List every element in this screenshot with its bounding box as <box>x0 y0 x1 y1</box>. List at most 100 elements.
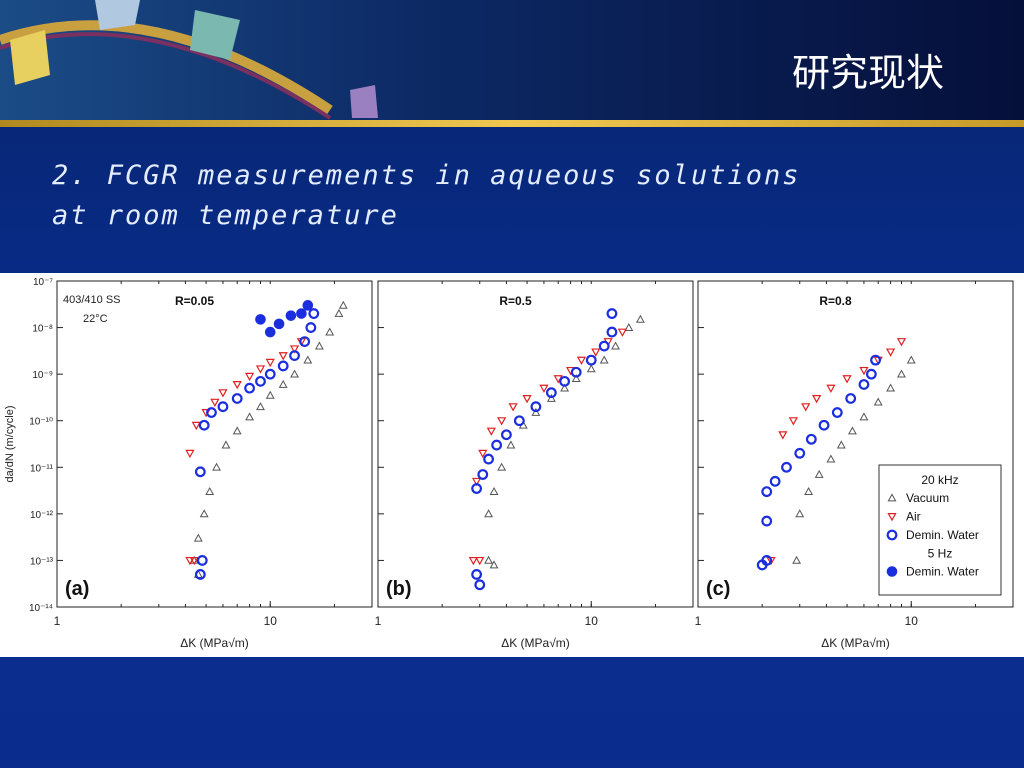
point <box>848 426 857 435</box>
header-decoration <box>0 0 378 120</box>
point <box>859 412 869 421</box>
point <box>489 560 499 569</box>
figure: 1 10 10⁻⁷ 10⁻⁸ 10⁻⁹ 10⁻¹⁰ 10⁻¹¹ 10⁻¹² 10⁻¹³ 10⁻¹⁴… <box>0 273 1024 657</box>
point <box>185 556 195 566</box>
point <box>278 379 288 388</box>
point <box>285 310 297 321</box>
point <box>483 453 494 465</box>
point <box>255 365 266 374</box>
point <box>212 462 222 471</box>
shape <box>350 85 378 118</box>
point <box>886 566 898 577</box>
point <box>530 401 542 413</box>
point <box>475 556 485 566</box>
point <box>478 449 488 459</box>
point <box>290 369 300 378</box>
point <box>256 402 265 411</box>
point <box>842 375 852 384</box>
point <box>325 327 335 336</box>
y-tick-label: 10⁻⁷ <box>33 277 53 288</box>
point <box>474 579 486 591</box>
point <box>794 447 806 459</box>
point <box>185 449 195 459</box>
point <box>500 429 512 441</box>
point <box>191 421 201 431</box>
point <box>296 308 307 319</box>
point <box>232 426 242 435</box>
legend-label: Demin. Water <box>906 528 979 542</box>
point <box>255 375 266 387</box>
annotation: 403/410 SS <box>63 294 121 306</box>
point <box>308 308 320 319</box>
point <box>255 314 266 325</box>
legend-label: Demin. Water <box>906 565 979 579</box>
panel-label: (b) <box>386 578 412 600</box>
point <box>471 477 482 487</box>
point <box>196 555 208 566</box>
point <box>792 555 802 564</box>
x-tick-label: 10 <box>585 614 599 628</box>
legend-box <box>878 464 1002 596</box>
point <box>781 461 792 473</box>
y-tick-label: 10⁻⁹ <box>32 370 53 381</box>
point <box>886 529 898 541</box>
point <box>826 384 836 393</box>
point <box>858 379 870 390</box>
point <box>194 569 206 580</box>
y-tick-label: 10⁻⁸ <box>32 324 53 335</box>
point <box>778 431 788 440</box>
panel-label: (c) <box>706 578 730 600</box>
point <box>484 555 494 564</box>
point <box>305 322 317 333</box>
point <box>217 401 229 413</box>
x-axis-label: ΔK (MPa√m) <box>180 636 249 650</box>
point <box>887 513 897 522</box>
point <box>218 389 228 398</box>
point <box>497 417 507 426</box>
x-tick-label: 1 <box>695 614 702 628</box>
point <box>289 345 300 354</box>
plot-frame <box>697 280 1014 608</box>
point <box>278 352 288 361</box>
point <box>245 412 255 421</box>
point <box>477 469 489 480</box>
subtitle: at room temperature <box>52 200 399 231</box>
point <box>571 374 581 383</box>
point <box>231 393 243 404</box>
point <box>508 403 518 412</box>
point <box>818 419 830 431</box>
y-axis-label: da/dN (m/cycle) <box>4 405 16 482</box>
x-axis-label: ΔK (MPa√m) <box>821 636 890 650</box>
point <box>189 556 199 566</box>
point <box>334 308 344 317</box>
point <box>906 355 916 364</box>
legend-label: Vacuum <box>906 491 949 505</box>
panel-title: R=0.5 <box>499 294 532 308</box>
point <box>497 462 507 471</box>
point <box>814 469 824 478</box>
point <box>210 398 220 408</box>
subtitle: 2. FCGR measurements in aqueous solution… <box>52 160 801 191</box>
point <box>539 384 549 393</box>
point <box>264 368 276 380</box>
point <box>606 326 618 338</box>
point <box>886 383 896 392</box>
point <box>265 390 275 399</box>
point <box>598 340 610 352</box>
point <box>468 556 478 566</box>
point <box>491 439 503 451</box>
point <box>804 487 814 496</box>
point <box>873 397 883 406</box>
divider <box>0 120 1024 127</box>
point <box>635 314 645 323</box>
point <box>805 433 817 445</box>
point <box>826 454 836 463</box>
x-tick-label: 10 <box>264 614 278 628</box>
point <box>599 355 609 364</box>
point <box>624 322 634 331</box>
point <box>812 395 822 404</box>
x-tick-label: 10 <box>905 614 919 628</box>
x-tick-label: 1 <box>54 614 61 628</box>
point <box>585 354 597 366</box>
